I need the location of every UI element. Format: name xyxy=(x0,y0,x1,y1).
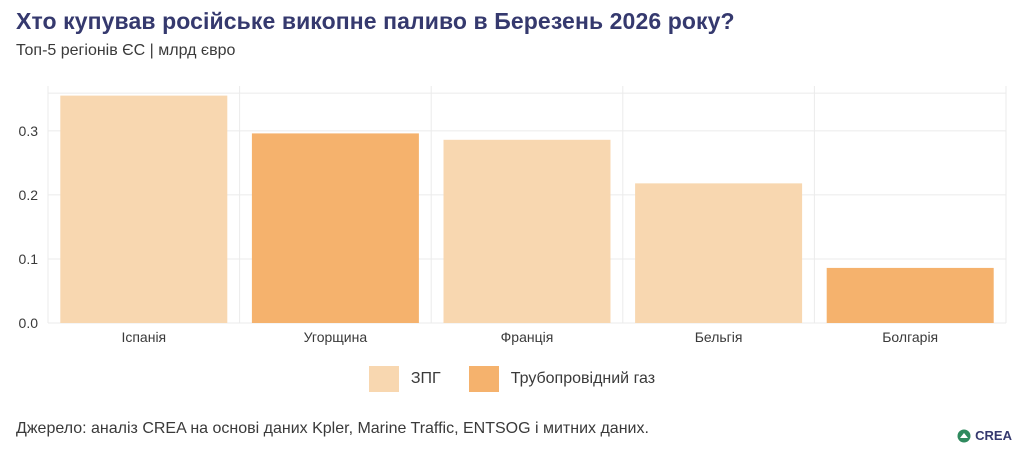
x-tick-label: Іспанія xyxy=(121,329,166,345)
chart-subtitle: Топ-5 регіонів ЄС | млрд євро xyxy=(16,42,236,59)
bar-lng xyxy=(60,95,228,323)
legend-label-pipeline: Трубопровідний газ xyxy=(510,370,656,387)
crea-logo-text: CREA xyxy=(975,428,1012,443)
crea-logo: CREA xyxy=(957,428,1012,443)
legend-swatch-lng xyxy=(368,366,399,392)
bar-pipeline xyxy=(826,267,994,323)
y-tick-label: 0.1 xyxy=(19,251,39,267)
x-tick-label: Угорщина xyxy=(304,329,368,345)
bar-lng xyxy=(443,139,611,323)
legend-item-lng: ЗПГ xyxy=(368,366,441,392)
bar-pipeline xyxy=(251,133,419,323)
legend-label-lng: ЗПГ xyxy=(410,370,441,387)
x-tick-label: Бельгія xyxy=(695,329,743,345)
y-tick-label: 0.3 xyxy=(19,123,39,139)
x-tick-label: Франція xyxy=(501,329,554,345)
legend-swatch-pipeline xyxy=(468,366,499,392)
crea-logo-icon xyxy=(957,429,971,442)
source-note: Джерело: аналіз CREA на основі даних Kpl… xyxy=(16,420,649,437)
bar-lng xyxy=(635,183,803,323)
legend-item-pipeline: Трубопровідний газ xyxy=(468,366,656,392)
y-tick-label: 0.2 xyxy=(19,187,39,203)
x-tick-label: Болгарія xyxy=(882,329,938,345)
bar-chart: 0.0 0.1 0.2 0.3 Іспанія Угорщина Франція Бельгі… xyxy=(19,86,1007,345)
chart-title: Хто купував російське викопне паливо в Б… xyxy=(16,8,735,34)
y-tick-label: 0.0 xyxy=(19,315,39,331)
legend: ЗПГ Трубопровідний газ xyxy=(0,366,1024,392)
